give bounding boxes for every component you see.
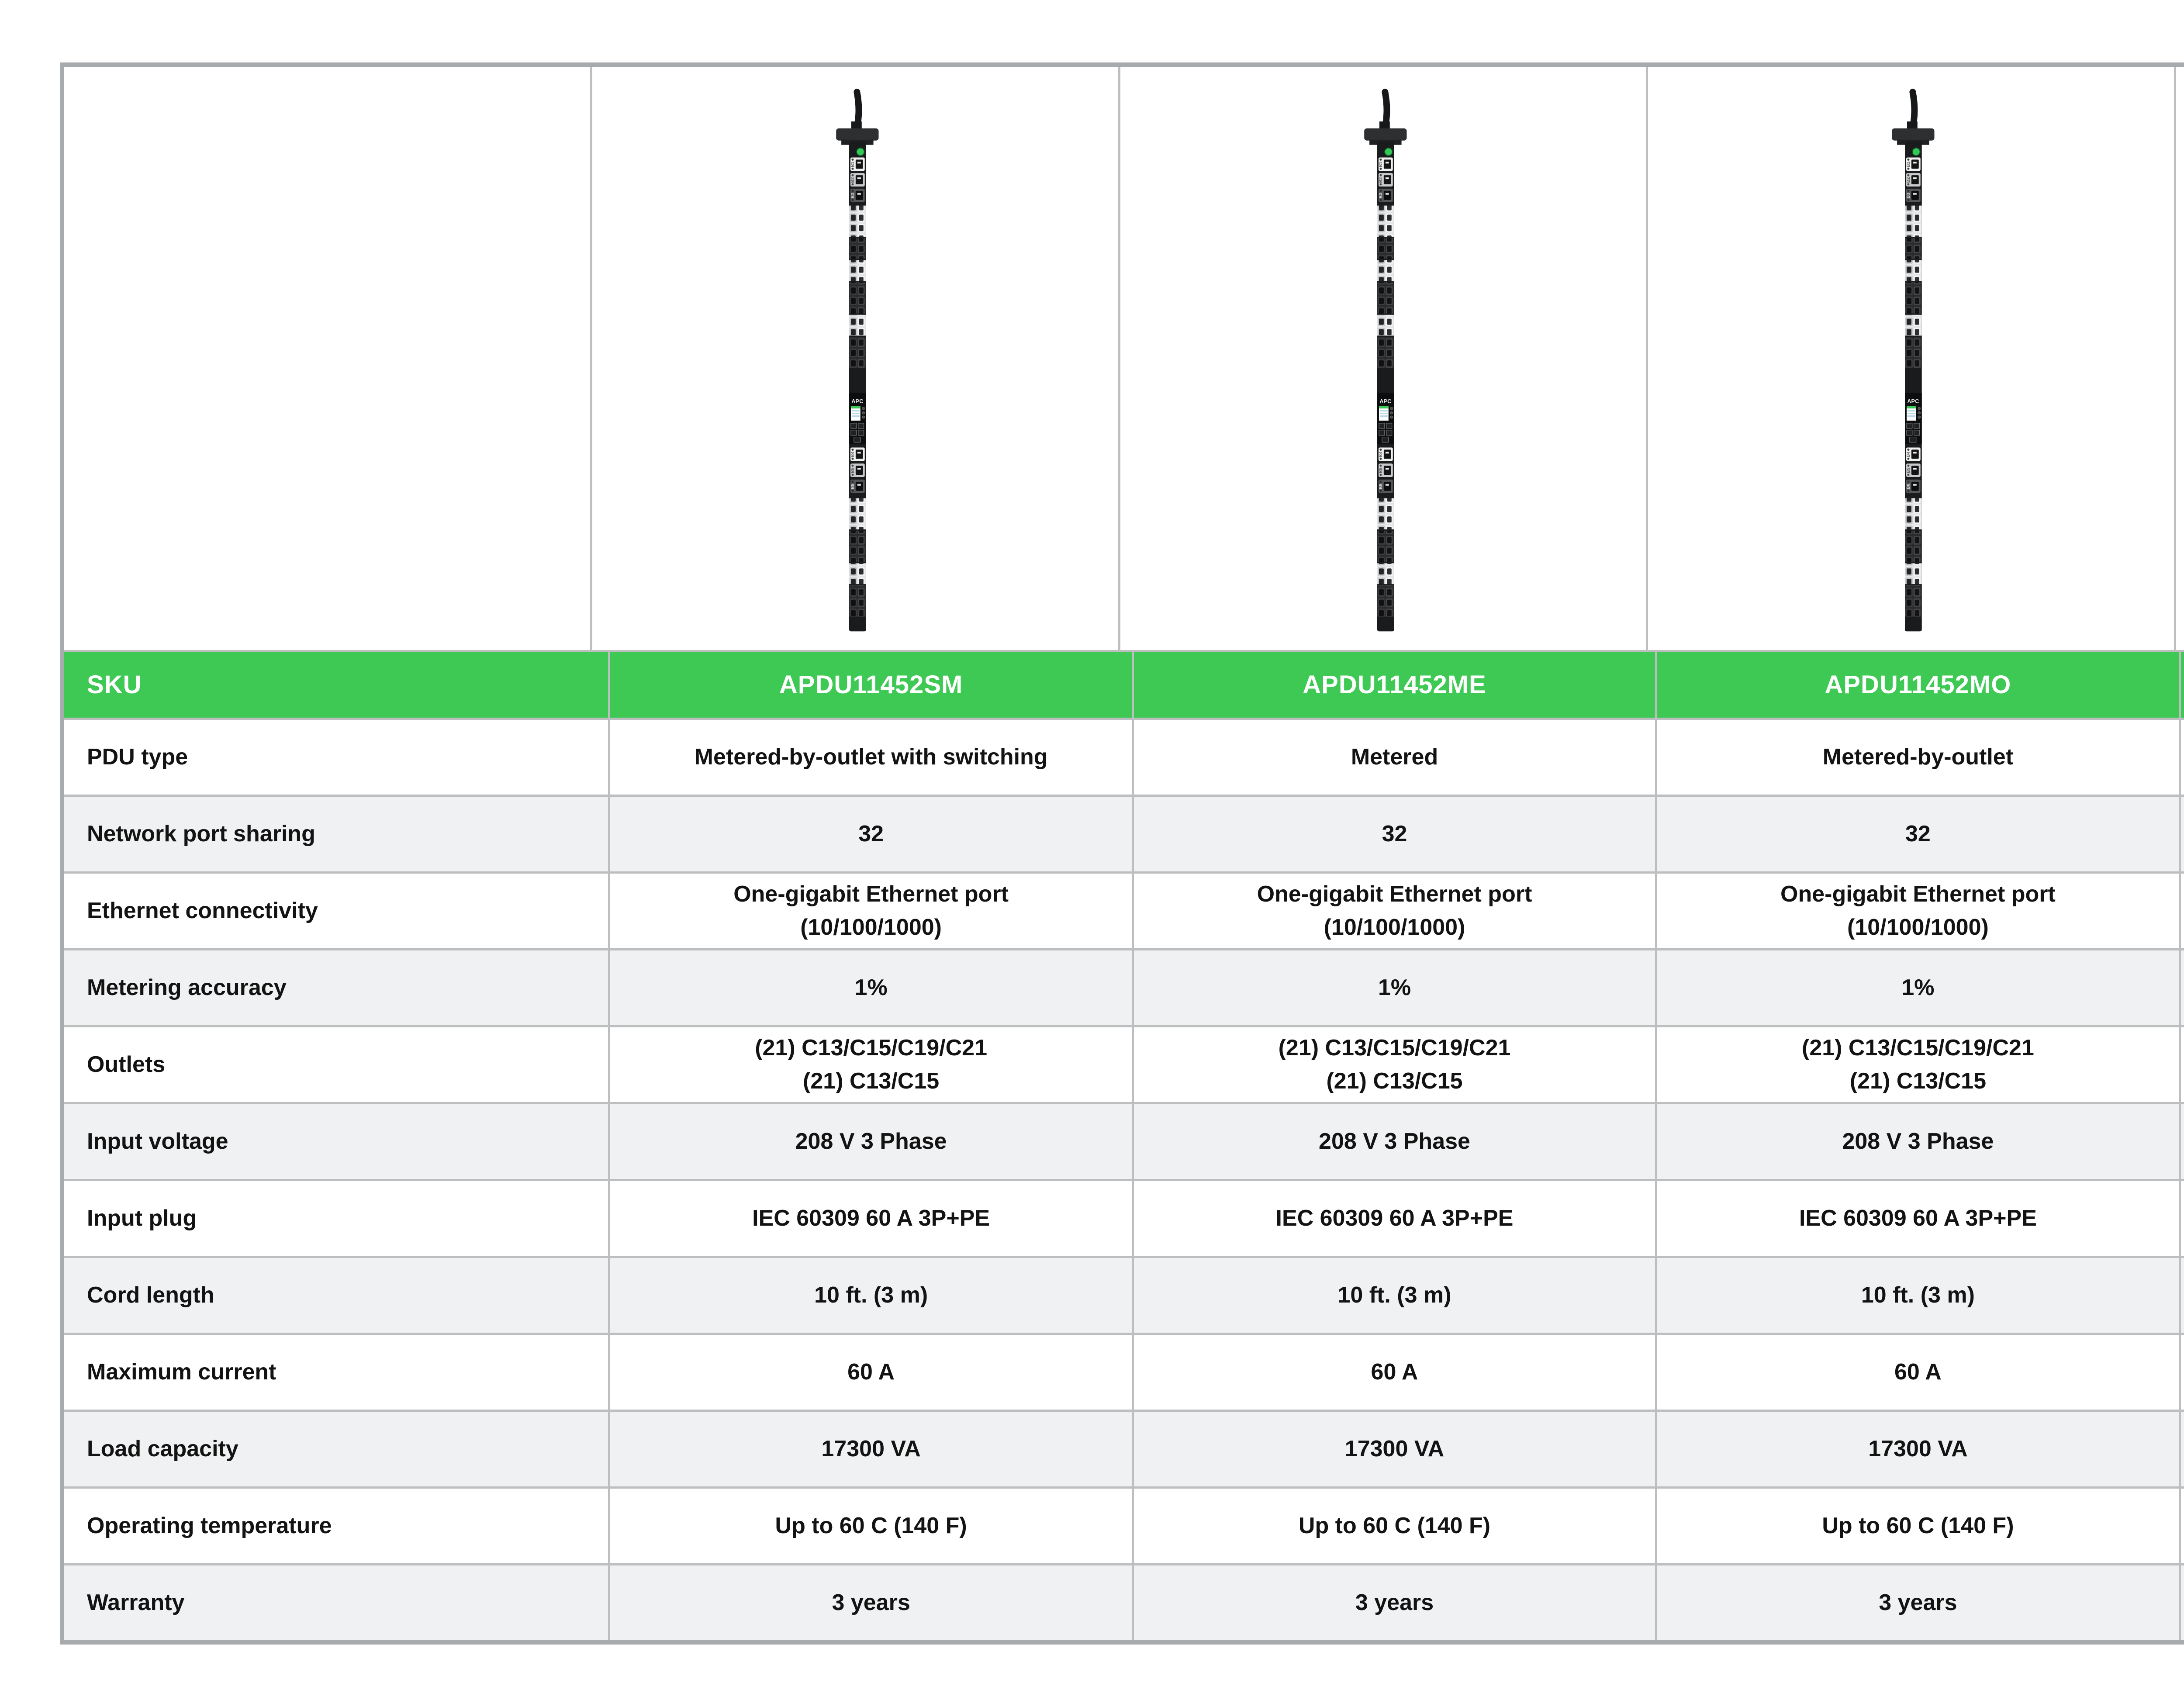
spec-value: 3 years bbox=[2178, 1565, 2184, 1640]
sku-value: APDU11452SM bbox=[608, 652, 1131, 718]
spec-row-operating-temperature: Operating temperature Up to 60 C (140 F)… bbox=[64, 1486, 2184, 1563]
spec-value: IEC 60309 60 A 3P+PE bbox=[1655, 1181, 2178, 1256]
spec-value: 1% bbox=[1131, 950, 1655, 1025]
product-image-cell: B1 B2 B3 bbox=[590, 67, 1118, 650]
spec-value: Switched bbox=[2178, 720, 2184, 795]
spec-value: 10 ft. (3 m) bbox=[2178, 1258, 2184, 1333]
spec-value: Up to 60 C (140 F) bbox=[1131, 1489, 1655, 1563]
spec-value: 32 bbox=[2178, 797, 2184, 871]
spec-row-input-plug: Input plug IEC 60309 60 A 3P+PE IEC 6030… bbox=[64, 1179, 2184, 1256]
image-row-empty-cell bbox=[64, 67, 590, 650]
spec-value: 3 years bbox=[1131, 1565, 1655, 1640]
spec-value: 60 A bbox=[1655, 1335, 2178, 1410]
spec-value: 3 years bbox=[608, 1565, 1131, 1640]
spec-label: Operating temperature bbox=[87, 1513, 332, 1538]
spec-label: Input voltage bbox=[87, 1128, 228, 1154]
spec-value: 208 V 3 Phase bbox=[2178, 1104, 2184, 1179]
spec-value: 60 A bbox=[608, 1335, 1131, 1410]
pdu-product-image bbox=[2176, 67, 2184, 650]
product-image-row: B1 B2 B3 bbox=[64, 67, 2184, 650]
product-image-cell bbox=[1646, 67, 2174, 650]
spec-value: One-gigabit Ethernet port (10/100/1000) bbox=[2178, 874, 2184, 948]
spec-value: 1% bbox=[608, 950, 1131, 1025]
spec-row-ethernet-connectivity: Ethernet connectivity One-gigabit Ethern… bbox=[64, 871, 2184, 948]
pdu-product-image bbox=[1120, 67, 1646, 650]
spec-row-outlets: Outlets (21) C13/C15/C19/C21 (21) C13/C1… bbox=[64, 1025, 2184, 1102]
spec-value: IEC 60309 60 A 3P+PE bbox=[2178, 1181, 2184, 1256]
spec-value: Up to 60 C (140 F) bbox=[608, 1489, 1131, 1563]
spec-label: Maximum current bbox=[87, 1359, 276, 1385]
spec-label: Load capacity bbox=[87, 1436, 238, 1462]
spec-value: IEC 60309 60 A 3P+PE bbox=[608, 1181, 1131, 1256]
spec-row-maximum-current: Maximum current 60 A 60 A 60 A 60 A bbox=[64, 1333, 2184, 1410]
spec-value: Metered-by-outlet bbox=[1655, 720, 2178, 795]
spec-row-metering-accuracy: Metering accuracy 1% 1% 1% 1% bbox=[64, 948, 2184, 1025]
spec-value: Up to 60 C (140 F) bbox=[2178, 1489, 2184, 1563]
product-image-cell bbox=[2174, 67, 2184, 650]
spec-row-warranty: Warranty 3 years 3 years 3 years 3 years bbox=[64, 1563, 2184, 1640]
spec-value: 10 ft. (3 m) bbox=[1655, 1258, 2178, 1333]
product-image-cell bbox=[1118, 67, 1646, 650]
spec-label: Ethernet connectivity bbox=[87, 898, 318, 923]
spec-value: 17300 VA bbox=[1655, 1412, 2178, 1486]
spec-label: PDU type bbox=[87, 744, 188, 770]
sku-header-row: SKU APDU11452SM APDU11452ME APDU11452MO … bbox=[64, 650, 2184, 718]
spec-label: Cord length bbox=[87, 1282, 214, 1308]
spec-value: 17300 VA bbox=[608, 1412, 1131, 1486]
spec-value: 32 bbox=[1655, 797, 2178, 871]
pdu-comparison-table: B1 B2 B3 bbox=[60, 62, 2184, 1645]
pdu-product-image bbox=[1648, 67, 2174, 650]
sku-value: APDU11452SW bbox=[2178, 652, 2184, 718]
sku-value: APDU11452ME bbox=[1131, 652, 1655, 718]
spec-value: 32 bbox=[608, 797, 1131, 871]
spec-value: Metered bbox=[1131, 720, 1655, 795]
spec-label: Metering accuracy bbox=[87, 974, 287, 1000]
spec-value: One-gigabit Ethernet port (10/100/1000) bbox=[1655, 874, 2178, 948]
spec-value: 208 V 3 Phase bbox=[1655, 1104, 2178, 1179]
spec-value: 1% bbox=[1655, 950, 2178, 1025]
spec-row-cord-length: Cord length 10 ft. (3 m) 10 ft. (3 m) 10… bbox=[64, 1256, 2184, 1333]
spec-label: Input plug bbox=[87, 1205, 197, 1231]
spec-row-pdu-type: PDU type Metered-by-outlet with switchin… bbox=[64, 718, 2184, 795]
spec-value: 60 A bbox=[2178, 1335, 2184, 1410]
sku-header-label: SKU bbox=[87, 670, 142, 699]
spec-value: 3 years bbox=[1655, 1565, 2178, 1640]
spec-value: 17300 VA bbox=[2178, 1412, 2184, 1486]
spec-value: 1% bbox=[2178, 950, 2184, 1025]
spec-row-network-port-sharing: Network port sharing 32 32 32 32 bbox=[64, 795, 2184, 871]
sku-value: APDU11452MO bbox=[1655, 652, 2178, 718]
spec-value: Up to 60 C (140 F) bbox=[1655, 1489, 2178, 1563]
spec-label: Network port sharing bbox=[87, 821, 315, 847]
spec-label: Outlets bbox=[87, 1051, 166, 1077]
spec-value: (21) C13/C15/C19/C21 (21) C13/C15 bbox=[1131, 1027, 1655, 1102]
spec-value: (21) C13/C15/C19/C21 (21) C13/C15 bbox=[2178, 1027, 2184, 1102]
spec-value: One-gigabit Ethernet port (10/100/1000) bbox=[608, 874, 1131, 948]
spec-value: One-gigabit Ethernet port (10/100/1000) bbox=[1131, 874, 1655, 948]
spec-value: (21) C13/C15/C19/C21 (21) C13/C15 bbox=[608, 1027, 1131, 1102]
spec-value: 32 bbox=[1131, 797, 1655, 871]
spec-value: 208 V 3 Phase bbox=[608, 1104, 1131, 1179]
pdu-product-image: B1 B2 B3 bbox=[592, 67, 1118, 650]
spec-value: 60 A bbox=[1131, 1335, 1655, 1410]
spec-row-input-voltage: Input voltage 208 V 3 Phase 208 V 3 Phas… bbox=[64, 1102, 2184, 1179]
spec-value: 10 ft. (3 m) bbox=[608, 1258, 1131, 1333]
spec-value: (21) C13/C15/C19/C21 (21) C13/C15 bbox=[1655, 1027, 2178, 1102]
spec-value: IEC 60309 60 A 3P+PE bbox=[1131, 1181, 1655, 1256]
spec-value: 208 V 3 Phase bbox=[1131, 1104, 1655, 1179]
spec-value: 17300 VA bbox=[1131, 1412, 1655, 1486]
spec-value: Metered-by-outlet with switching bbox=[608, 720, 1131, 795]
spec-row-load-capacity: Load capacity 17300 VA 17300 VA 17300 VA… bbox=[64, 1410, 2184, 1486]
spec-value: 10 ft. (3 m) bbox=[1131, 1258, 1655, 1333]
spec-label: Warranty bbox=[87, 1590, 185, 1615]
